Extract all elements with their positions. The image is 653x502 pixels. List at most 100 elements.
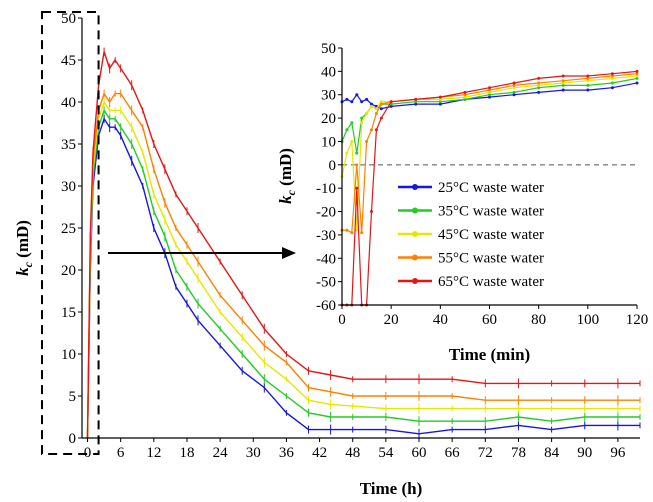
inset-x-tick-label: 20 <box>384 312 399 328</box>
inset-point <box>355 186 359 190</box>
inset-point <box>370 128 373 132</box>
inset-point <box>463 97 467 101</box>
inset-point <box>512 93 516 97</box>
inset-point <box>488 95 491 99</box>
inset-point <box>586 76 590 80</box>
inset-x-tick-label: 60 <box>482 312 497 328</box>
x-tick-label: 18 <box>179 445 194 461</box>
series-4 <box>86 89 641 441</box>
inset-point <box>561 81 565 85</box>
x-tick-label: 42 <box>312 445 327 461</box>
y-tick-label: 35 <box>61 137 76 153</box>
y-tick-label: 20 <box>61 263 76 279</box>
y-tick-label: 0 <box>69 431 77 447</box>
inset-point <box>488 88 491 92</box>
inset-x-tick-label: 120 <box>626 312 649 328</box>
inset-point <box>512 90 516 94</box>
legend-label: 65°C waste water <box>438 274 544 290</box>
inset-y-tick-label: -60 <box>316 298 336 314</box>
inset-y-tick-label: 20 <box>321 111 336 127</box>
legend-label: 35°C waste water <box>438 204 544 220</box>
inset-plot: -60 -50 -40 -30 -20 -10 0 10 20 30 40 50 0 20 40 60 80 10… <box>276 41 648 364</box>
inset-y-tick-label: -10 <box>316 181 336 197</box>
inset-point <box>355 228 359 232</box>
inset-point <box>365 139 369 143</box>
legend-swatch-marker <box>412 231 418 237</box>
main-plot: 0 5 10 15 20 25 30 35 40 45 50 0 6 12 18 24 30 36 42 48 54 60… <box>13 11 641 498</box>
inset-point <box>379 107 383 111</box>
x-tick-label: 12 <box>146 445 161 461</box>
inset-point <box>635 69 639 73</box>
inset-point <box>561 79 565 83</box>
inset-point <box>370 104 373 108</box>
x-tick-label: 78 <box>511 445 526 461</box>
legend-swatch-marker <box>412 278 418 284</box>
inset-point <box>374 128 378 132</box>
y-title-k: k <box>13 267 32 276</box>
inset-point <box>610 86 614 90</box>
inset-point <box>610 81 614 85</box>
inset-point <box>537 86 541 90</box>
inset-point <box>488 90 491 94</box>
x-axis-title: Time (h) <box>360 479 423 498</box>
inset-point <box>463 95 467 99</box>
x-tick-label: 6 <box>117 445 125 461</box>
inset-y-tick-label: 40 <box>321 64 336 80</box>
inset-point <box>512 83 516 87</box>
inset-y-tick-label: 30 <box>321 88 336 104</box>
inset-point <box>561 88 565 92</box>
arrow-head <box>282 247 296 259</box>
inset-x-tick-label: 100 <box>577 312 600 328</box>
inset-point <box>438 102 442 106</box>
inset-point <box>360 116 364 120</box>
x-tick-label: 60 <box>412 445 427 461</box>
y-tick-label: 10 <box>61 347 76 363</box>
inset-y-axis-title: kc (mD) <box>276 148 298 204</box>
inset-point <box>561 74 565 78</box>
legend-label: 55°C waste water <box>438 251 544 267</box>
y-title-sub: c <box>21 261 35 267</box>
x-tick-label: 54 <box>378 445 394 461</box>
x-tick-label: 0 <box>84 445 92 461</box>
legend-item-5: 65°C waste water <box>398 274 544 290</box>
inset-point <box>345 151 349 155</box>
y-tick-label: 30 <box>61 179 76 195</box>
x-tick-label: 90 <box>577 445 592 461</box>
x-tick-label: 84 <box>544 445 560 461</box>
inset-series-line <box>341 77 638 154</box>
inset-series-line <box>342 70 638 306</box>
inset-x-tick-label: 80 <box>531 312 546 328</box>
inset-point <box>586 79 590 83</box>
inset-point <box>537 90 541 94</box>
inset-series-5 <box>340 69 639 307</box>
inset-y-tick-label: 50 <box>321 41 336 57</box>
zoom-arrow <box>108 247 296 259</box>
inset-point <box>438 95 442 99</box>
legend-swatch-marker <box>412 254 418 261</box>
inset-point <box>537 81 541 85</box>
inset-point <box>414 102 418 106</box>
zoom-region-box <box>41 11 100 455</box>
inset-y-tick-label: 10 <box>321 134 336 150</box>
inset-point <box>370 210 373 214</box>
inset-y-title-unit: (mD) <box>276 148 295 190</box>
inset-y-tick-label: 0 <box>329 158 337 174</box>
inset-point <box>438 97 442 101</box>
inset-y-tick-label: -30 <box>316 228 336 244</box>
inset-point <box>360 231 364 235</box>
inset-point <box>379 102 383 106</box>
inset-point <box>360 121 364 125</box>
inset-point <box>355 93 359 97</box>
y-tick-label: 45 <box>61 53 76 69</box>
inset-point <box>345 228 349 232</box>
inset-point <box>586 74 590 78</box>
y-tick-label: 25 <box>61 221 76 237</box>
inset-point <box>488 93 491 97</box>
inset-point <box>345 128 349 132</box>
x-tick-label: 48 <box>345 445 360 461</box>
inset-point <box>610 72 614 76</box>
y-tick-label: 5 <box>69 389 77 405</box>
inset-y-tick-label: -20 <box>316 205 336 221</box>
inset-point <box>463 90 467 94</box>
inset-x-axis-title: Time (min) <box>449 345 530 364</box>
